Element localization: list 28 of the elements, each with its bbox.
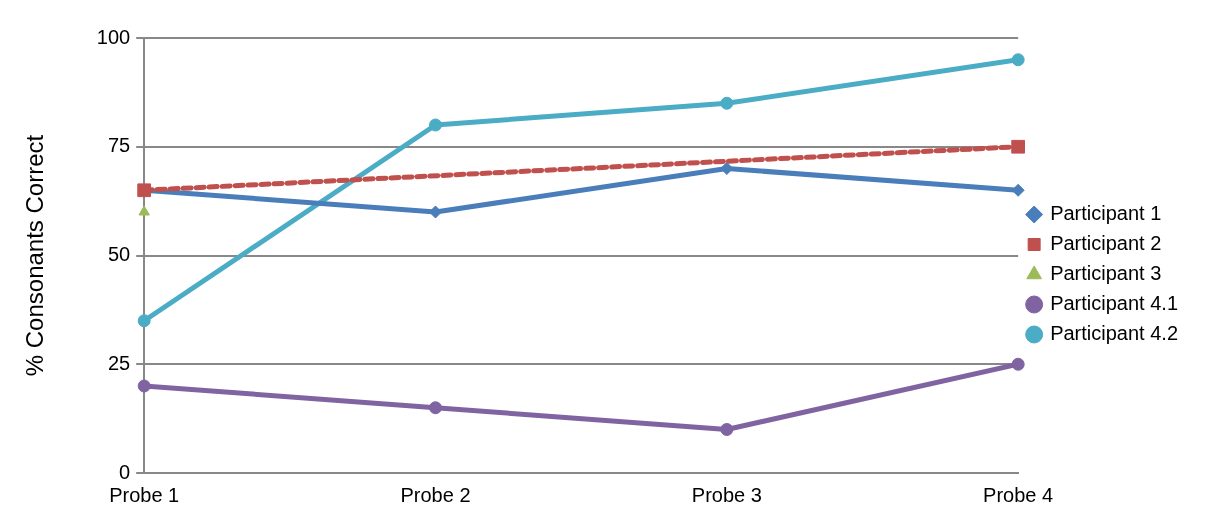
point	[720, 96, 734, 110]
legend-label: Participant 1	[1050, 202, 1162, 225]
x-tick-label: Probe 3	[691, 483, 762, 506]
point	[429, 118, 442, 132]
point	[137, 379, 151, 393]
point	[720, 423, 734, 436]
point	[137, 314, 151, 328]
legend-label: Participant 4.1	[1050, 292, 1179, 315]
y-tick-label: 50	[107, 243, 131, 266]
point	[1011, 139, 1026, 154]
y-tick-label: 100	[96, 25, 131, 48]
point	[1011, 357, 1025, 371]
x-tick-label: Probe 4	[983, 483, 1054, 506]
point	[429, 205, 442, 219]
legend-label: Participant 2	[1050, 232, 1162, 255]
legend-label: Participant 3	[1050, 262, 1162, 285]
legend-label: Participant 4.2	[1050, 322, 1179, 345]
point	[1011, 183, 1025, 197]
y-tick-label: 75	[107, 134, 131, 157]
y-tick-label: 25	[107, 351, 131, 374]
point	[1011, 53, 1025, 67]
y-tick-label: 0	[119, 460, 131, 483]
x-tick-label: Probe 1	[109, 483, 180, 506]
point	[720, 162, 734, 175]
point	[138, 205, 150, 216]
x-tick-label: Probe 2	[400, 483, 471, 506]
point	[429, 401, 442, 415]
y-axis-title: % Consonants Correct	[21, 134, 49, 377]
